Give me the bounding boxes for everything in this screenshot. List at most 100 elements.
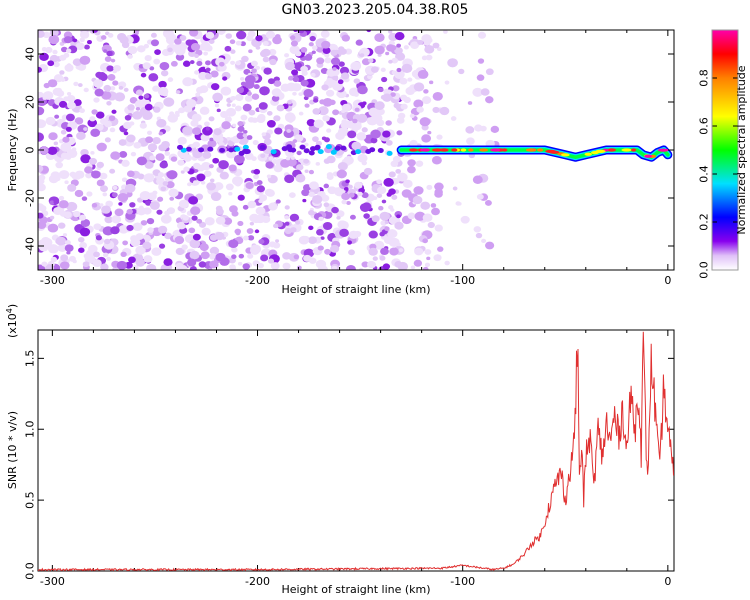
noise-blob (79, 242, 88, 249)
noise-blob (287, 100, 293, 105)
snr-scale-base: (x10 (6, 313, 19, 338)
noise-blob (38, 30, 45, 38)
noise-blob (240, 77, 245, 81)
noise-blob (133, 141, 142, 149)
noise-blob (245, 182, 254, 190)
noise-blob (215, 205, 223, 212)
noise-blob (409, 113, 415, 118)
noise-blob (109, 86, 116, 91)
noise-blob (182, 215, 189, 221)
noise-blob (341, 109, 346, 114)
noise-blob (124, 183, 136, 193)
noise-blob (362, 101, 367, 106)
noise-blob (230, 49, 236, 54)
noise-blob (286, 82, 297, 92)
noise-blob (327, 186, 337, 195)
noise-blob (243, 235, 249, 241)
noise-blob (130, 151, 137, 157)
noise-blob (68, 255, 76, 262)
noise-blob (301, 189, 310, 197)
noise-blob (225, 107, 237, 117)
noise-blob (142, 62, 151, 70)
noise-blob (208, 164, 214, 169)
ridge-peak (419, 148, 430, 152)
noise-blob (313, 119, 324, 129)
noise-blob (57, 222, 66, 229)
noise-blob (378, 205, 384, 211)
noise-blob (309, 181, 319, 190)
noise-blob (123, 131, 129, 136)
noise-blob (53, 61, 60, 68)
noise-blob (72, 38, 78, 43)
noise-blob (74, 189, 84, 198)
noise-blob (189, 30, 199, 37)
noise-blob (358, 267, 364, 270)
noise-blob (323, 202, 330, 208)
snr-scale-exponent: 4 (5, 308, 14, 313)
snr-panel: -300 -200 -100 0 0.0 0.5 1.0 1.5 Height of stra… (5, 304, 675, 596)
noise-blob (414, 211, 426, 221)
noise-blob (94, 171, 101, 178)
ridge-peak (451, 148, 458, 152)
noise-blob (132, 110, 143, 120)
noise-blob (331, 206, 339, 214)
spectrogram-ytick-label: -20 (24, 189, 37, 207)
ridge-peak (537, 148, 544, 152)
noise-blob (199, 85, 209, 93)
noise-blob (350, 61, 362, 71)
noise-blob (330, 49, 338, 56)
noise-blob (229, 205, 238, 213)
noise-blob (127, 54, 133, 59)
noise-blob (130, 237, 141, 247)
noise-blob (308, 169, 314, 175)
noise-blob (336, 169, 347, 179)
noise-blob (422, 238, 428, 244)
noise-blob (57, 243, 68, 252)
noise-blob (432, 42, 440, 49)
noise-blob (311, 45, 318, 51)
noise-blob (337, 162, 348, 171)
noise-blob (261, 48, 271, 57)
snr-ytick-label: 1.0 (24, 420, 37, 438)
noise-blob (371, 215, 380, 223)
noise-blob (405, 86, 415, 96)
spectrogram-xtick-label: 0 (664, 274, 671, 287)
noise-blob (275, 239, 280, 243)
noise-blob (424, 249, 432, 255)
noise-blob (49, 215, 55, 220)
snr-ticks: -300 -200 -100 0 0.0 0.5 1.0 1.5 (24, 330, 674, 588)
noise-blob (145, 136, 154, 144)
noise-blob (225, 183, 234, 191)
noise-blob (399, 77, 408, 85)
noise-blob (84, 44, 90, 50)
noise-blob (209, 246, 220, 255)
noise-blob (266, 110, 273, 116)
noise-blob (258, 239, 265, 245)
noise-blob (284, 205, 290, 210)
noise-blob (38, 119, 47, 129)
noise-blob (213, 128, 222, 136)
noise-blob (216, 108, 221, 113)
noise-blob (111, 192, 118, 198)
noise-blob (118, 85, 124, 90)
noise-blob (348, 230, 359, 239)
noise-blob (190, 42, 201, 51)
noise-blob (259, 86, 270, 96)
noise-blob (357, 191, 363, 197)
noise-blob (79, 55, 91, 65)
snr-ytick-label: 1.5 (24, 350, 37, 368)
noise-blob (307, 236, 318, 245)
noise-blob (426, 256, 431, 261)
noise-blob (212, 92, 223, 102)
noise-blob (434, 182, 444, 191)
noise-blob (374, 101, 385, 110)
noise-blob (298, 235, 310, 245)
noise-blob (316, 228, 324, 236)
noise-blob (170, 60, 178, 67)
noise-blob (60, 152, 69, 160)
noise-blob (93, 251, 100, 258)
noise-blob (238, 253, 245, 259)
noise-blob (395, 52, 406, 61)
noise-blob (83, 87, 89, 93)
noise-blob (110, 58, 116, 63)
